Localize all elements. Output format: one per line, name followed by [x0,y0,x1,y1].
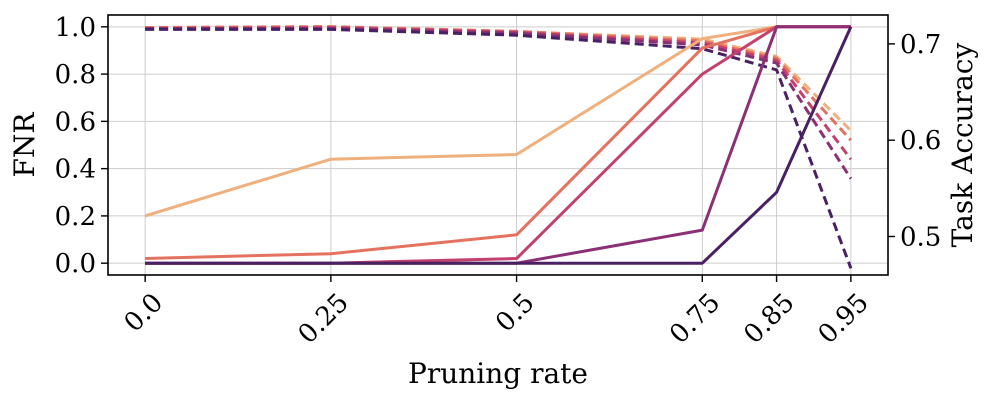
x-tick-label: 0.85 [738,288,800,350]
y-tick-label: 0.4 [55,155,96,185]
y-tick-label: 1.0 [55,13,96,43]
y-right-tick-label: 0.6 [900,126,941,156]
accuracy-line-7 [145,25,853,142]
y-tick-label: 0.2 [55,202,96,232]
y-right-tick-label: 0.5 [900,222,941,252]
series-layer [144,25,853,269]
x-tick-label: 0.95 [813,288,875,350]
y-tick-label: 0.6 [55,107,96,137]
ticks-layer: 0.0 0.25 0.5 0.75 0.85 0.95 0.0 0.2 0.4 0.6 0.8 1.0… [55,13,942,350]
x-tick-label: 0.0 [119,288,169,338]
x-tick-label: 0.75 [664,288,726,350]
fnr-line-5 [145,26,853,265]
accuracy-line-10 [145,27,853,269]
y-axis-title: FNR [8,112,41,178]
y-right-tick-label: 0.7 [900,30,941,60]
y-tick-label: 0.8 [55,60,96,90]
y-tick-label: 0.0 [55,249,96,279]
x-tick-label: 0.5 [490,288,540,338]
plot-frame [107,14,889,276]
x-tick-label: 0.25 [293,288,355,350]
y-axis-right-title: Task Accuracy [946,43,979,248]
x-axis-title: Pruning rate [408,357,588,390]
